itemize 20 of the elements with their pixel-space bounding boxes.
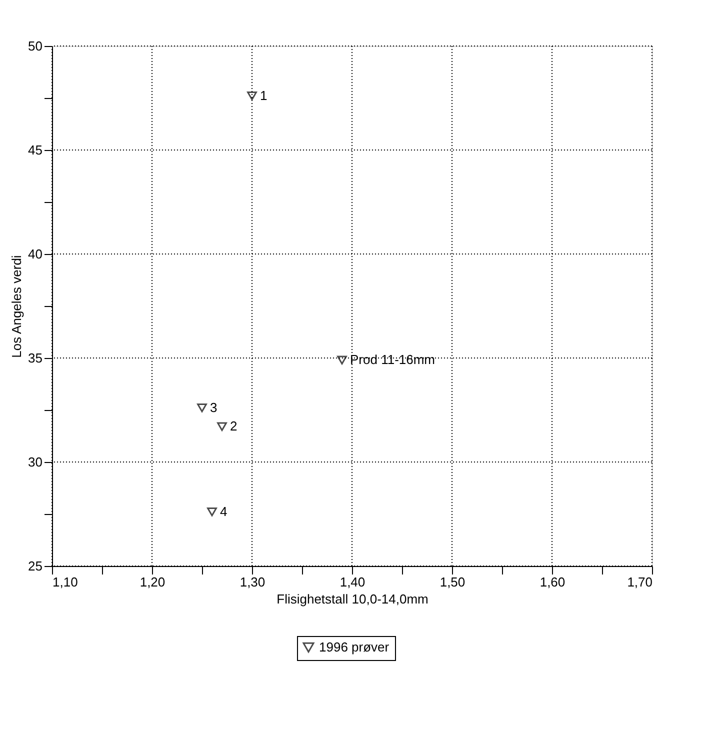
annotation: 1 xyxy=(260,88,268,103)
legend-label: 1996 prøver xyxy=(319,640,390,654)
y-tick-label: 35 xyxy=(28,350,42,366)
x-tick-label: 1,60 xyxy=(540,574,566,590)
annotation: 2 xyxy=(230,418,238,434)
y-tick-label: 50 xyxy=(28,38,42,54)
y-axis-title: Los Angeles verdi xyxy=(9,255,24,358)
x-tick-label: 1,40 xyxy=(340,574,366,590)
x-tick-label: 1,30 xyxy=(240,574,266,590)
x-tick-label: 1,70 xyxy=(627,574,652,590)
x-tick-label: 1,50 xyxy=(440,574,466,590)
y-tick-label: 30 xyxy=(28,454,42,470)
annotation: 4 xyxy=(220,504,228,519)
x-tick-label: 1,10 xyxy=(52,574,78,590)
y-tick-label: 45 xyxy=(28,142,42,158)
y-tick-label: 25 xyxy=(28,558,42,574)
x-tick-label: 1,20 xyxy=(140,574,166,590)
x-axis-title: Flisighetstall 10,0-14,0mm xyxy=(276,592,428,606)
y-tick-label: 40 xyxy=(28,246,42,262)
annotation: 3 xyxy=(210,400,218,415)
